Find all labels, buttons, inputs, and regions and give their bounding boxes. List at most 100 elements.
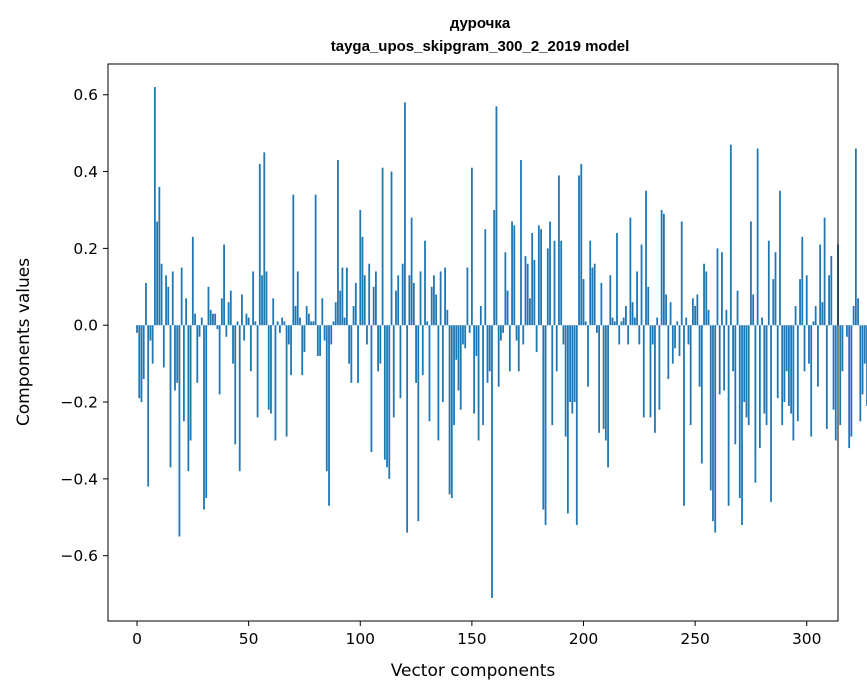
bar (526, 263, 529, 326)
bar (785, 325, 788, 372)
bar (475, 325, 478, 356)
bar (734, 325, 737, 445)
bar (165, 275, 167, 326)
bar (283, 321, 286, 326)
bar (752, 294, 755, 326)
bar (285, 325, 288, 437)
bar (794, 306, 797, 326)
bar (145, 282, 147, 326)
bar (756, 148, 759, 326)
bar (669, 302, 672, 326)
bar (799, 279, 801, 326)
bar (819, 244, 822, 326)
bar (616, 233, 618, 326)
bar (258, 163, 261, 326)
bar (281, 317, 284, 326)
bar (841, 325, 844, 372)
x-tick-label: 250 (680, 630, 710, 648)
bar (252, 271, 254, 326)
bar (263, 152, 266, 326)
bar (502, 325, 505, 333)
bar (667, 325, 670, 379)
bar (705, 271, 708, 326)
bar (408, 275, 411, 326)
bar (363, 275, 366, 326)
bar (763, 325, 766, 414)
bar (178, 325, 181, 537)
bar (482, 325, 484, 426)
chart-title: дурочка (450, 15, 511, 32)
bar (450, 325, 453, 499)
bar (687, 325, 690, 345)
bar-series (136, 87, 867, 598)
bar (377, 325, 380, 372)
bar (169, 325, 172, 468)
bar (198, 325, 201, 337)
bar (805, 275, 808, 326)
bar (301, 325, 304, 376)
bar (676, 321, 679, 326)
bar (287, 325, 290, 345)
bar (386, 325, 388, 468)
bar (522, 325, 525, 345)
bar (743, 325, 746, 403)
bar (439, 271, 442, 326)
bar (765, 325, 768, 426)
bar (638, 325, 641, 345)
bar (294, 306, 297, 326)
bar (531, 233, 534, 326)
bar (633, 317, 636, 326)
bar (153, 87, 156, 326)
bar (562, 325, 565, 345)
bar (151, 325, 154, 364)
bar (138, 325, 141, 399)
bar (542, 325, 545, 510)
bar (649, 325, 652, 418)
bar (457, 325, 460, 391)
bar (149, 325, 152, 341)
bar (761, 317, 763, 326)
bar (437, 325, 440, 441)
bar (225, 325, 228, 337)
bar (334, 302, 337, 326)
bar (488, 325, 491, 372)
bar (665, 294, 667, 326)
bar (372, 286, 375, 326)
bar (770, 325, 772, 502)
y-tick-label: 0.2 (73, 240, 98, 258)
bar (825, 325, 828, 429)
bar (203, 325, 205, 510)
bar (316, 325, 319, 356)
bar (549, 221, 551, 326)
bar (622, 317, 625, 326)
bar (520, 160, 522, 326)
bar (700, 325, 703, 464)
bar (207, 286, 210, 326)
bar (379, 325, 382, 364)
y-tick-label: 0.4 (73, 163, 98, 181)
bar (370, 325, 373, 452)
bar (839, 325, 842, 426)
bar (776, 325, 779, 399)
y-tick-label: −0.6 (60, 547, 98, 565)
bar (348, 325, 350, 364)
bar (863, 325, 866, 364)
bar (564, 325, 567, 437)
bar (500, 325, 502, 341)
bar (781, 325, 784, 426)
bar (464, 325, 467, 349)
bar (305, 306, 308, 326)
bar (435, 294, 438, 326)
bar (834, 325, 837, 441)
bar (656, 317, 659, 326)
bar (508, 325, 511, 372)
bar (310, 321, 313, 326)
bar (171, 271, 174, 326)
bar (783, 325, 786, 403)
bar (350, 325, 353, 383)
bar (167, 286, 170, 326)
bar (803, 325, 806, 372)
bar (160, 263, 163, 326)
bar (535, 325, 538, 353)
bar (194, 313, 196, 326)
